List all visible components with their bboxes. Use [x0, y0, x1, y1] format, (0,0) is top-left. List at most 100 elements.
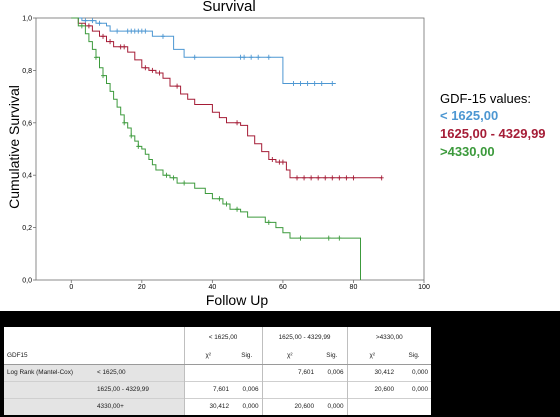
censor-mark	[129, 133, 134, 139]
x-tick-label: 60	[279, 284, 287, 291]
censor-mark	[192, 54, 197, 60]
axes: 0 20 40 60 80 100 0,0 0,2 0,4 0,6 0,8 1,0	[22, 16, 430, 292]
censor-mark	[160, 33, 165, 39]
sig-header: Sig.	[317, 347, 348, 365]
table-cell: 0,000	[412, 369, 429, 376]
y-tick-label: 0,4	[22, 173, 32, 180]
table-cell: 7,601	[261, 364, 318, 381]
censor-mark	[122, 44, 127, 50]
censor-mark	[305, 81, 310, 86]
censor-mark	[122, 120, 127, 126]
table-cell	[397, 397, 432, 415]
censor-mark	[150, 67, 155, 73]
censor-mark	[118, 44, 123, 50]
table-cell: 0,006	[327, 369, 344, 376]
table-row: 1625,00 - 4329,99 7,601 0,006 20,600 0,0…	[4, 380, 432, 398]
survival-curve-0	[71, 17, 336, 84]
censor-mark	[266, 54, 271, 60]
table-cell: 20,600	[346, 380, 398, 398]
censor-mark	[93, 54, 98, 60]
censor-mark	[379, 175, 384, 181]
censor-mark	[323, 175, 328, 181]
censor-mark	[217, 196, 222, 202]
censor-mark	[330, 175, 335, 181]
censor-mark	[309, 175, 314, 181]
y-axis-title: Cumulative Survival	[6, 85, 22, 209]
censor-mark	[266, 219, 271, 225]
x-tick-label: 100	[418, 284, 430, 291]
censor-mark	[175, 83, 180, 89]
censor-mark	[164, 172, 169, 178]
y-tick-label: 1,0	[22, 16, 32, 23]
censor-mark	[86, 23, 91, 29]
censor-mark	[182, 180, 187, 186]
censor-mark	[302, 175, 307, 181]
censor-mark	[224, 201, 229, 207]
x-tick-label: 80	[350, 284, 358, 291]
x-tick-label: 0	[69, 284, 73, 291]
censor-mark	[337, 235, 342, 241]
y-tick-label: 0,0	[22, 278, 32, 285]
censor-mark	[337, 175, 342, 181]
censor-mark	[270, 156, 275, 162]
censor-mark	[291, 81, 296, 86]
censor-mark	[101, 33, 106, 39]
y-tick-label: 0,6	[22, 120, 32, 127]
table-row: Log Rank (Mantel-Cox) < 1625,00 7,601 0,…	[4, 364, 431, 381]
censor-mark	[316, 175, 321, 181]
censor-mark	[171, 175, 176, 181]
chart-title: Survival	[202, 0, 255, 15]
censor-mark	[157, 70, 162, 76]
censor-mark	[143, 28, 148, 34]
censor-mark	[298, 81, 303, 86]
table-cell	[183, 364, 232, 381]
table-cell	[261, 380, 318, 398]
table-cell: 0,000	[232, 397, 263, 415]
censor-mark	[136, 143, 141, 149]
chi-header: χ²	[183, 347, 232, 365]
table-cell: 20,600	[261, 397, 318, 415]
group-header-mid: 1625,00 - 4329,99	[261, 327, 348, 347]
censor-mark	[90, 18, 95, 24]
censor-mark	[235, 206, 240, 212]
censor-mark	[330, 81, 335, 86]
table-row: 4330,00+ 30,412 0,000 20,600 0,000	[4, 397, 432, 415]
table-row-title: GDF15	[4, 347, 94, 365]
censor-mark	[351, 175, 356, 181]
censor-mark	[101, 73, 106, 79]
table-cell: 30,412	[346, 364, 398, 381]
chi-header: χ²	[261, 347, 318, 365]
test-label: Log Rank (Mantel-Cox)	[4, 364, 94, 381]
plot-frame	[35, 17, 425, 281]
row-label: 1625,00 - 4329,99	[94, 380, 184, 398]
censor-mark	[235, 120, 240, 126]
x-axis-title: Follow Up	[206, 292, 268, 308]
group-header-high: >4330,00	[346, 327, 432, 347]
censor-mark	[115, 28, 120, 34]
sig-header: Sig.	[397, 347, 432, 365]
table-cell: 0,000	[397, 380, 432, 398]
censor-mark	[108, 39, 113, 45]
row-label: 4330,00+	[94, 397, 184, 415]
censor-mark	[129, 28, 134, 34]
table-cell	[232, 364, 262, 381]
table-cell: 0,000	[317, 397, 348, 415]
chi-header: χ²	[346, 347, 398, 365]
table-cell	[317, 380, 348, 398]
table-cell: 30,412	[183, 397, 232, 415]
censor-mark	[256, 54, 261, 60]
row-label: < 1625,00	[94, 364, 184, 381]
censor-mark	[97, 20, 102, 26]
legend-item-high: >4330,00	[440, 144, 495, 159]
censor-mark	[280, 159, 285, 165]
censor-mark	[312, 81, 317, 86]
sig-header: Sig.	[232, 347, 263, 365]
censor-mark	[298, 235, 303, 241]
table-cell	[346, 397, 398, 415]
censor-mark	[295, 175, 300, 181]
y-tick-label: 0,8	[22, 68, 32, 75]
table-cell: 0,006	[232, 380, 263, 398]
censor-mark	[132, 28, 137, 34]
censor-mark	[139, 28, 144, 34]
x-tick-label: 20	[138, 284, 146, 291]
